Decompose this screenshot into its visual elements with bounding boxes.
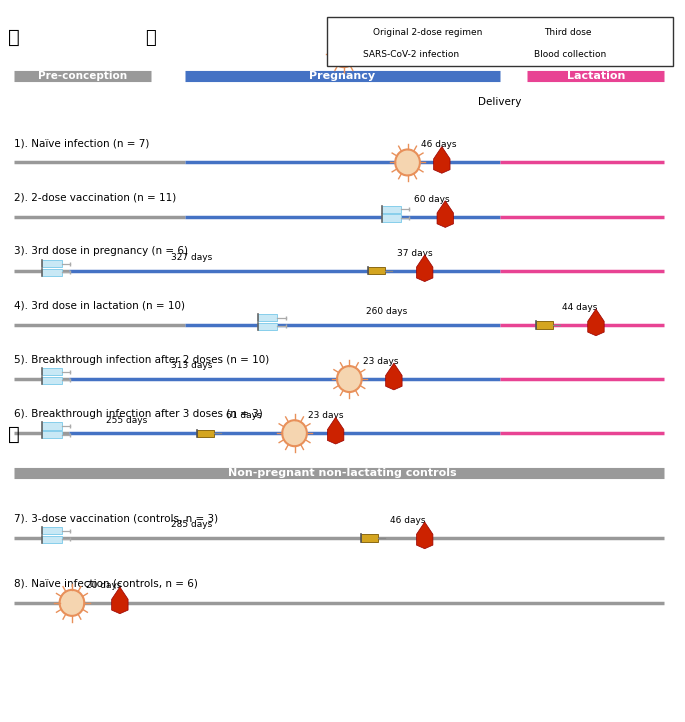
- Bar: [42, 431, 62, 438]
- Text: 37 days: 37 days: [397, 249, 433, 258]
- Circle shape: [332, 41, 356, 67]
- Text: 255 days: 255 days: [106, 416, 147, 425]
- Text: 🤱: 🤱: [495, 29, 505, 47]
- Text: Pregnancy: Pregnancy: [310, 71, 375, 81]
- Polygon shape: [327, 417, 344, 444]
- Text: 8). Naïve infection (controls, n = 6): 8). Naïve infection (controls, n = 6): [14, 578, 197, 588]
- Text: 23 days: 23 days: [363, 357, 399, 366]
- Polygon shape: [588, 309, 604, 336]
- Bar: [382, 214, 401, 222]
- Text: 46 days: 46 days: [421, 141, 457, 149]
- Bar: [361, 534, 378, 542]
- Bar: [335, 30, 351, 38]
- Polygon shape: [416, 522, 433, 549]
- Text: 61 days: 61 days: [226, 412, 262, 420]
- Text: 327 days: 327 days: [171, 253, 212, 262]
- Polygon shape: [112, 587, 128, 614]
- Text: Third dose: Third dose: [545, 28, 592, 37]
- Bar: [42, 377, 62, 384]
- Text: 4). 3rd dose in lactation (n = 10): 4). 3rd dose in lactation (n = 10): [14, 300, 185, 310]
- Text: 5). Breakthrough infection after 2 doses (n = 10): 5). Breakthrough infection after 2 doses…: [14, 355, 269, 365]
- Bar: [335, 22, 351, 29]
- Text: Pre-conception: Pre-conception: [38, 71, 127, 81]
- Text: 👤: 👤: [8, 28, 20, 47]
- Bar: [197, 430, 214, 437]
- Bar: [512, 29, 526, 36]
- Bar: [42, 269, 62, 276]
- Bar: [42, 422, 62, 430]
- Text: 46 days: 46 days: [390, 516, 426, 525]
- Text: Non-pregnant non-lactating controls: Non-pregnant non-lactating controls: [228, 468, 457, 478]
- Bar: [368, 267, 385, 274]
- Text: 1). Naïve infection (n = 7): 1). Naïve infection (n = 7): [14, 138, 149, 148]
- Text: Delivery: Delivery: [478, 97, 522, 108]
- Text: Lactation: Lactation: [566, 71, 625, 81]
- Text: Original 2-dose regimen: Original 2-dose regimen: [373, 28, 483, 37]
- Text: 44 days: 44 days: [562, 303, 597, 312]
- Text: 6). Breakthrough infection after 3 doses (n = 3): 6). Breakthrough infection after 3 doses…: [14, 409, 262, 419]
- Bar: [382, 206, 401, 213]
- FancyBboxPatch shape: [327, 17, 673, 66]
- Bar: [42, 527, 62, 534]
- Text: 313 days: 313 days: [171, 362, 212, 370]
- Bar: [42, 260, 62, 267]
- Text: 260 days: 260 days: [366, 308, 408, 316]
- Polygon shape: [437, 201, 453, 227]
- Text: 285 days: 285 days: [171, 521, 212, 529]
- Circle shape: [395, 149, 420, 175]
- Circle shape: [337, 366, 362, 392]
- Bar: [536, 321, 553, 329]
- Text: 3). 3rd dose in pregnancy (n = 6): 3). 3rd dose in pregnancy (n = 6): [14, 246, 188, 256]
- Polygon shape: [416, 255, 433, 282]
- Text: SARS-CoV-2 infection: SARS-CoV-2 infection: [363, 50, 459, 58]
- Text: 60 days: 60 days: [414, 195, 450, 204]
- Text: 7). 3-dose vaccination (controls, n = 3): 7). 3-dose vaccination (controls, n = 3): [14, 513, 218, 523]
- Bar: [42, 536, 62, 543]
- Bar: [258, 314, 277, 321]
- Text: 2). 2-dose vaccination (n = 11): 2). 2-dose vaccination (n = 11): [14, 192, 176, 202]
- Polygon shape: [511, 38, 527, 65]
- Bar: [258, 323, 277, 330]
- Bar: [42, 368, 62, 375]
- Text: 🧑: 🧑: [660, 29, 669, 47]
- Text: Blood collection: Blood collection: [534, 50, 606, 58]
- Text: 20 days: 20 days: [86, 581, 121, 590]
- Circle shape: [282, 420, 307, 446]
- Text: 23 days: 23 days: [308, 412, 344, 420]
- Polygon shape: [386, 363, 402, 390]
- Text: 👤: 👤: [8, 425, 20, 444]
- Text: 🤰: 🤰: [145, 29, 156, 47]
- Circle shape: [60, 590, 84, 616]
- Polygon shape: [434, 147, 450, 173]
